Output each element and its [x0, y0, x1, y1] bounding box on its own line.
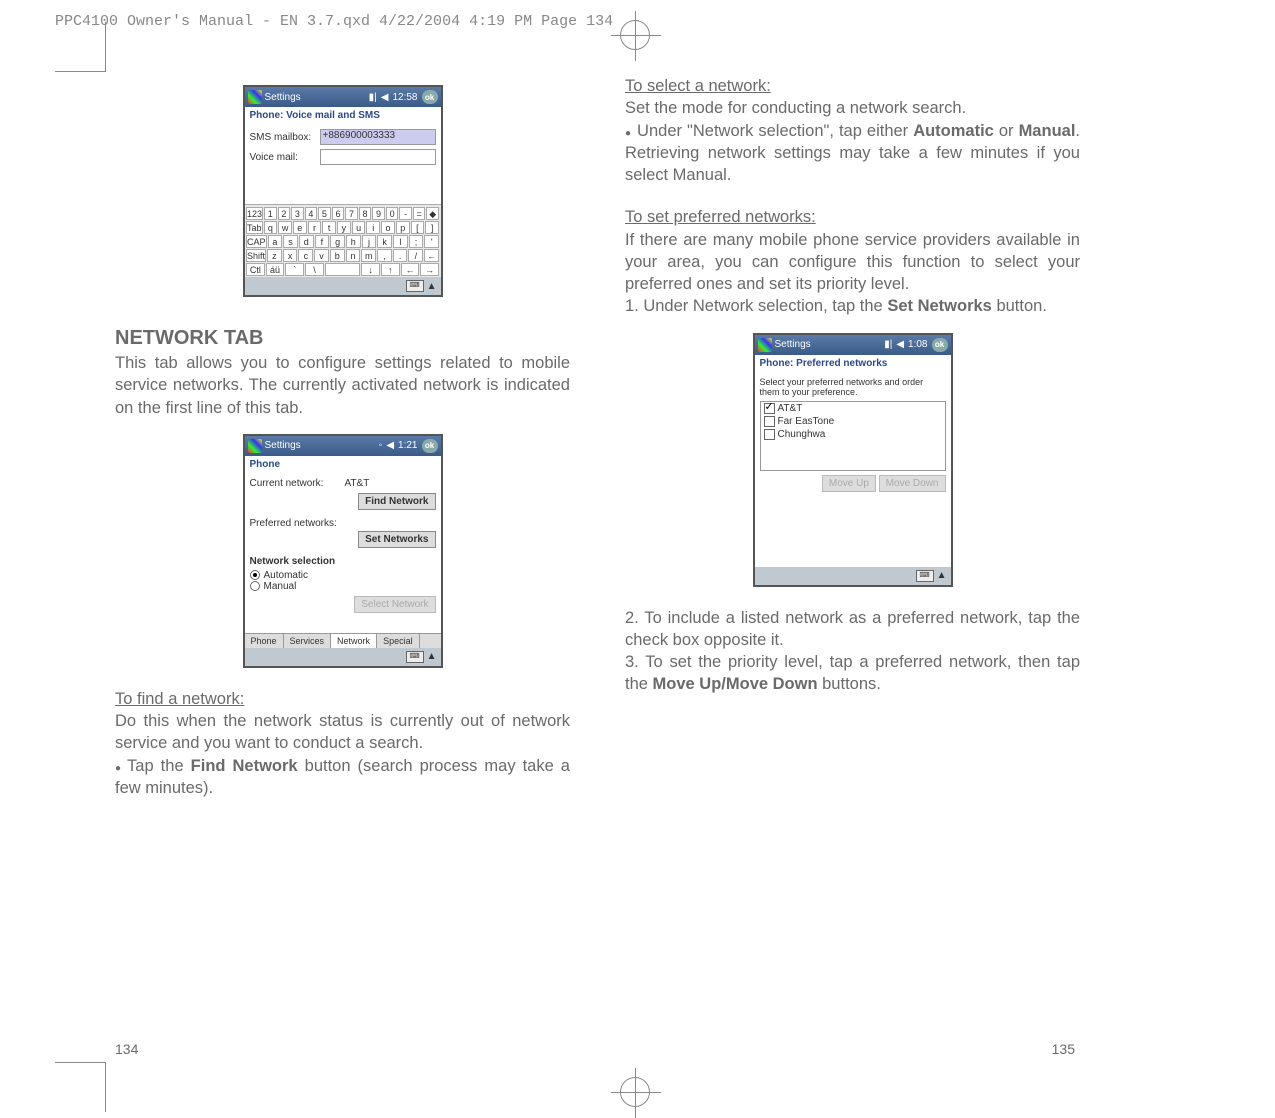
network-item-att[interactable]: AT&T: [761, 402, 945, 415]
tab-special[interactable]: Special: [377, 634, 420, 648]
network-item-chunghwa[interactable]: Chunghwa: [761, 428, 945, 441]
up-arrow-icon[interactable]: ▲: [427, 281, 437, 292]
find-network-text: Do this when the network status is curre…: [115, 710, 570, 755]
selection-heading: Network selection: [250, 556, 436, 567]
sms-label: SMS mailbox:: [250, 132, 320, 143]
speaker-icon: ◀: [381, 92, 389, 103]
crop-mark: [55, 1062, 105, 1092]
registration-mark: [620, 1077, 650, 1107]
up-arrow-icon[interactable]: ▲: [427, 651, 437, 662]
left-page: Settings ▮| ◀ 12:58 ok Phone: Voice mail…: [115, 75, 570, 799]
radio-manual[interactable]: Manual: [250, 581, 436, 592]
bottom-bar: ⌨ ▲: [245, 277, 441, 295]
sub-header: Phone: Preferred networks: [755, 355, 951, 372]
screenshot-network-tab: Settings ◦ ◀ 1:21 ok Phone Current netwo…: [243, 434, 443, 668]
screenshot-voicemail-sms: Settings ▮| ◀ 12:58 ok Phone: Voice mail…: [243, 85, 443, 297]
move-up-button: Move Up: [822, 475, 876, 492]
select-network-button: Select Network: [354, 596, 435, 613]
speaker-icon: ◀: [386, 440, 394, 451]
select-network-bullet: ●Under "Network selection", tap either A…: [625, 120, 1080, 187]
tab-network[interactable]: Network: [331, 634, 377, 648]
clock: 12:58: [392, 92, 417, 103]
step-3: 3. To set the priority level, tap a pref…: [625, 651, 1080, 696]
keyboard-toggle-icon[interactable]: ⌨: [406, 280, 424, 292]
current-network-value: AT&T: [345, 478, 370, 489]
screenshot-preferred-networks: Settings ▮| ◀ 1:08 ok Phone: Preferred n…: [753, 333, 953, 587]
keyboard-toggle-icon[interactable]: ⌨: [406, 651, 424, 663]
clock: 1:08: [908, 339, 927, 350]
intro-paragraph: This tab allows you to configure setting…: [115, 352, 570, 419]
network-item-fareastone[interactable]: Far EasTone: [761, 415, 945, 428]
title-text: Settings: [775, 339, 811, 350]
signal-icon: ◦: [379, 440, 383, 451]
speaker-icon: ◀: [896, 339, 904, 350]
page-number-left: 134: [115, 1041, 138, 1057]
ok-button[interactable]: ok: [932, 338, 948, 352]
preferred-networks-heading: To set preferred networks:: [625, 206, 1080, 228]
set-networks-button[interactable]: Set Networks: [358, 531, 435, 548]
title-bar: Settings ▮| ◀ 12:58 ok: [245, 87, 441, 107]
title-bar: Settings ◦ ◀ 1:21 ok: [245, 436, 441, 456]
voice-input[interactable]: [320, 149, 436, 165]
sms-input[interactable]: +886900003333: [320, 129, 436, 145]
print-header: PPC4100 Owner's Manual - EN 3.7.qxd 4/22…: [55, 13, 613, 30]
title-text: Settings: [265, 92, 301, 103]
title-bar: Settings ▮| ◀ 1:08 ok: [755, 335, 951, 355]
instruction-text: Select your preferred networks and order…: [760, 377, 946, 397]
voice-label: Voice mail:: [250, 152, 320, 163]
title-text: Settings: [265, 440, 301, 451]
on-screen-keyboard[interactable]: 1231234567890-=◆ Tabqwertyuiop[] CAPasdf…: [245, 204, 441, 277]
page-number-right: 135: [1052, 1041, 1075, 1057]
network-list: AT&T Far EasTone Chunghwa: [760, 401, 946, 471]
tab-services[interactable]: Services: [284, 634, 332, 648]
sub-header: Phone: [245, 456, 441, 473]
bottom-bar: ⌨ ▲: [755, 567, 951, 585]
tabs: Phone Services Network Special: [245, 633, 441, 648]
registration-mark: [620, 20, 650, 50]
tab-phone[interactable]: Phone: [245, 634, 284, 648]
ok-button[interactable]: ok: [422, 90, 438, 104]
windows-flag-icon: [248, 90, 262, 104]
crop-mark: [55, 42, 105, 72]
move-down-button: Move Down: [879, 475, 946, 492]
windows-flag-icon: [248, 439, 262, 453]
preferred-label: Preferred networks:: [250, 518, 436, 529]
clock: 1:21: [398, 440, 417, 451]
find-network-button[interactable]: Find Network: [358, 493, 435, 510]
find-network-bullet: ●Tap the Find Network button (search pro…: [115, 755, 570, 800]
radio-automatic[interactable]: Automatic: [250, 570, 436, 581]
keyboard-toggle-icon[interactable]: ⌨: [916, 570, 934, 582]
step-2: 2. To include a listed network as a pref…: [625, 607, 1080, 652]
sub-header: Phone: Voice mail and SMS: [245, 107, 441, 124]
signal-icon: ▮|: [884, 339, 892, 350]
bottom-bar: ⌨ ▲: [245, 648, 441, 666]
step-1: 1. Under Network selection, tap the Set …: [625, 295, 1080, 317]
windows-flag-icon: [758, 338, 772, 352]
select-network-text: Set the mode for conducting a network se…: [625, 97, 1080, 119]
right-page: To select a network: Set the mode for co…: [625, 75, 1080, 696]
ok-button[interactable]: ok: [422, 439, 438, 453]
select-network-heading: To select a network:: [625, 75, 1080, 97]
find-network-heading: To find a network:: [115, 688, 570, 710]
signal-icon: ▮|: [369, 92, 377, 103]
network-tab-heading: NETWORK TAB: [115, 327, 570, 350]
preferred-networks-text: If there are many mobile phone service p…: [625, 229, 1080, 296]
up-arrow-icon[interactable]: ▲: [937, 570, 947, 581]
current-network-label: Current network:: [250, 478, 345, 489]
